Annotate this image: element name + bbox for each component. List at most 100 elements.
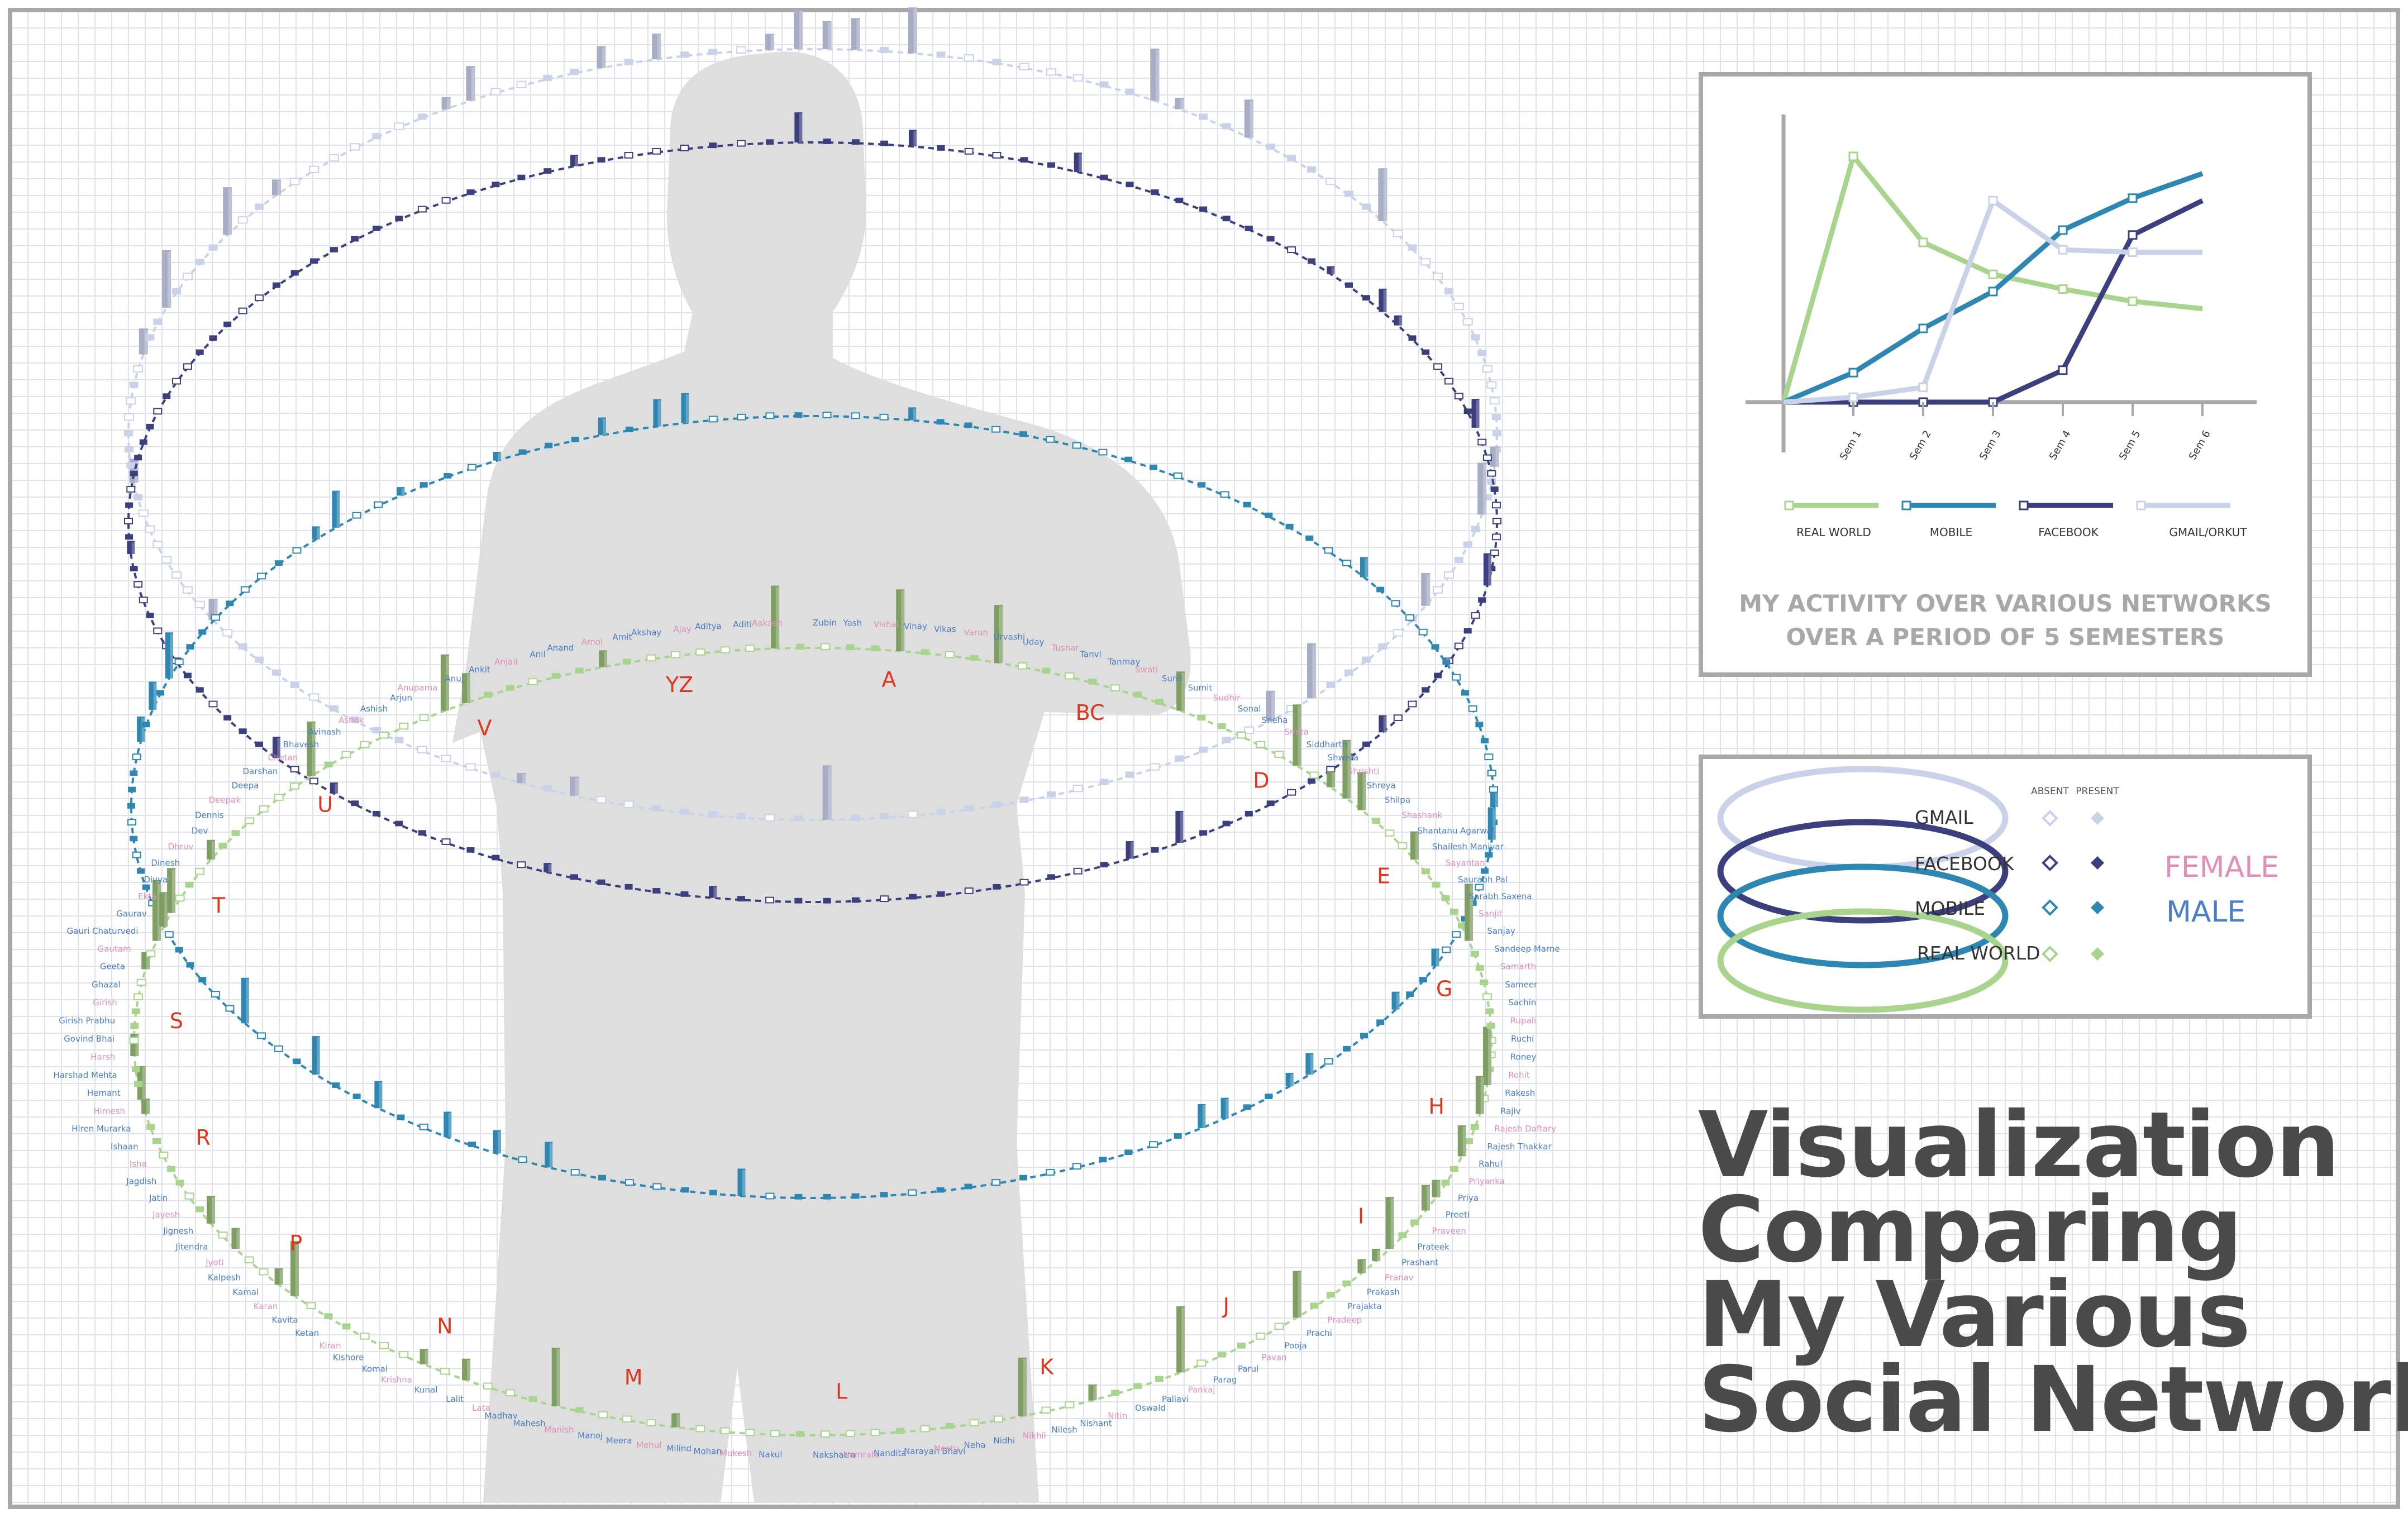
- absent-marker: [720, 646, 730, 653]
- absent-marker: [379, 731, 389, 739]
- series-point: [2128, 247, 2138, 257]
- activity-bar: [517, 773, 526, 784]
- present-marker: [1125, 88, 1134, 95]
- contact-name: Bhavesh: [283, 739, 319, 750]
- activity-bar: [771, 585, 780, 649]
- bar-shade: [425, 1350, 428, 1364]
- absent-marker: [132, 753, 141, 761]
- present-marker: [518, 449, 527, 455]
- absent-marker: [171, 571, 182, 579]
- present-marker: [1475, 722, 1484, 728]
- title-line-4: Social Networks: [1698, 1348, 2408, 1453]
- absent-marker: [360, 741, 370, 748]
- letter-marker: L: [836, 1379, 847, 1404]
- contact-name: Sarabh Saxena: [1469, 891, 1532, 901]
- present-marker: [1133, 691, 1142, 698]
- absent-marker: [124, 518, 133, 524]
- absent-marker: [1454, 393, 1463, 400]
- present-marker: [1378, 643, 1387, 650]
- activity-bar: [1465, 884, 1474, 941]
- present-marker: [736, 813, 746, 820]
- absent-marker: [646, 654, 656, 662]
- contact-name: Sonal: [1238, 704, 1261, 714]
- present-marker: [1343, 1046, 1351, 1052]
- bar-shade: [167, 251, 171, 308]
- present-marker: [1491, 414, 1501, 421]
- bar-shade: [1271, 691, 1275, 721]
- series-point: [1988, 287, 1998, 297]
- absent-marker: [374, 501, 383, 508]
- absent-marker: [440, 1367, 450, 1375]
- absent-marker: [1433, 363, 1443, 370]
- present-marker: [198, 977, 207, 983]
- contact-name: Nilesh: [1052, 1425, 1077, 1435]
- absent-marker: [211, 991, 220, 998]
- present-marker: [175, 1180, 184, 1186]
- present-marker: [1441, 1180, 1450, 1186]
- legend-marker: [2019, 500, 2029, 510]
- absent-marker: [1309, 771, 1319, 779]
- present-marker: [1480, 868, 1489, 874]
- absent-marker: [879, 413, 889, 421]
- bar-shade: [1488, 554, 1491, 586]
- bar-shade: [742, 1169, 746, 1196]
- bar-shade: [142, 1067, 146, 1100]
- absent-marker: [1482, 993, 1493, 1000]
- present-marker: [575, 1407, 584, 1413]
- present-marker: [1398, 1232, 1407, 1238]
- contact-name: Mukesh: [720, 1448, 752, 1458]
- bar-shade: [770, 35, 775, 50]
- absent-marker: [652, 147, 661, 155]
- absent-marker: [289, 178, 300, 185]
- contact-name: Isha: [130, 1159, 147, 1169]
- legend-entry: MOBILE: [1930, 526, 1972, 539]
- present-marker: [255, 741, 263, 747]
- absent-marker: [309, 165, 320, 173]
- absent-marker: [1391, 600, 1400, 607]
- contact-name: Shailesh Maniyar: [1432, 842, 1504, 852]
- absent-marker: [182, 586, 193, 594]
- series-point: [1988, 269, 1998, 279]
- contact-name: Hiren Murarka: [71, 1124, 131, 1134]
- bar-shade: [317, 1037, 320, 1075]
- present-marker: [373, 810, 381, 817]
- absent-marker: [991, 1179, 1001, 1186]
- activity-bar: [1357, 1259, 1366, 1273]
- absent-marker: [172, 378, 182, 385]
- contact-name: Neha: [964, 1440, 986, 1450]
- bar-shade: [1312, 644, 1316, 699]
- present-marker: [172, 288, 182, 295]
- absent-marker: [292, 547, 302, 554]
- present-marker: [1487, 566, 1496, 572]
- bar-shade: [335, 784, 338, 794]
- absent-marker: [1041, 1406, 1051, 1414]
- contact-name: Parul: [1238, 1364, 1258, 1374]
- activity-bar: [1088, 1384, 1097, 1401]
- absent-marker: [920, 1425, 930, 1433]
- contact-name: Deepa: [232, 780, 259, 790]
- present-marker: [195, 349, 204, 355]
- present-marker: [395, 820, 403, 827]
- present-marker: [195, 259, 204, 265]
- present-marker: [737, 896, 745, 902]
- present-marker: [1199, 746, 1208, 753]
- present-marker: [492, 855, 500, 861]
- contact-name: Ekta: [138, 891, 156, 901]
- activity-bar: [1327, 266, 1335, 274]
- absent-marker: [222, 629, 233, 637]
- present-marker: [1237, 1343, 1246, 1349]
- absent-marker: [1073, 867, 1083, 875]
- activity-bar: [1175, 810, 1184, 843]
- letter-marker: G: [1436, 976, 1452, 1001]
- letter-marker: K: [1040, 1354, 1054, 1379]
- activity-bar: [462, 1358, 471, 1381]
- present-marker: [1362, 203, 1371, 210]
- absent-marker: [256, 1032, 266, 1039]
- contact-name: Narayan Bhavi: [904, 1447, 965, 1457]
- absent-marker: [138, 509, 149, 517]
- present-marker: [152, 1138, 161, 1144]
- contact-name: Ruchi: [1511, 1034, 1534, 1044]
- absent-marker: [851, 412, 860, 419]
- present-marker: [145, 334, 155, 341]
- present-marker: [992, 801, 1002, 808]
